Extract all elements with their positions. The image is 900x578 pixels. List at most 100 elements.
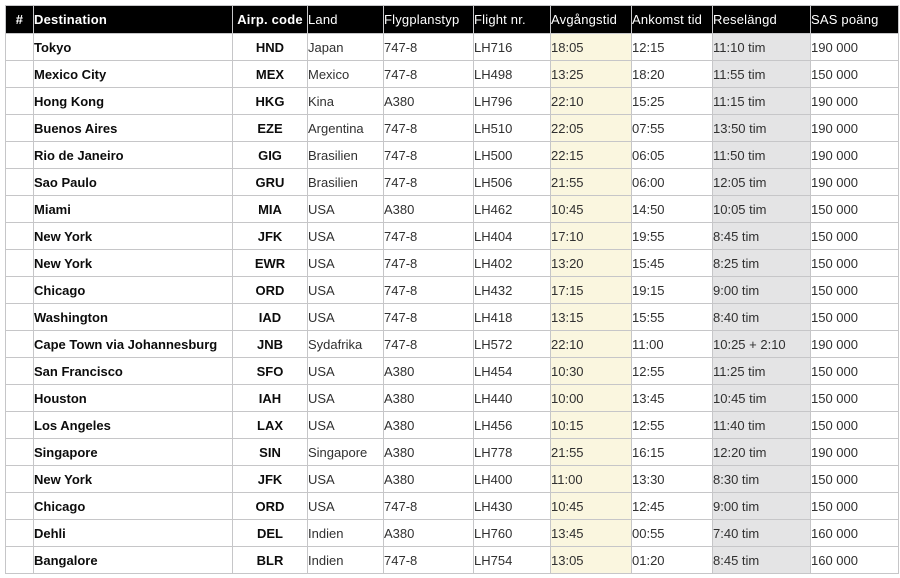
cell-sas-points: 190 000 [810, 87, 899, 115]
cell-airport-code: ORD [232, 492, 308, 520]
cell-arrival-time: 01:20 [631, 546, 713, 574]
cell-departure-time: 22:10 [550, 330, 632, 358]
cell-departure-time: 22:05 [550, 114, 632, 142]
cell-row-number [5, 195, 34, 223]
cell-aircraft-type: 747-8 [383, 33, 474, 61]
column-header-number: # [5, 5, 34, 34]
cell-arrival-time: 15:55 [631, 303, 713, 331]
cell-departure-time: 13:25 [550, 60, 632, 88]
cell-departure-time: 17:15 [550, 276, 632, 304]
cell-land: USA [307, 411, 384, 439]
cell-destination: Cape Town via Johannesburg [33, 330, 233, 358]
cell-sas-points: 150 000 [810, 357, 899, 385]
cell-aircraft-type: A380 [383, 411, 474, 439]
cell-airport-code: EZE [232, 114, 308, 142]
cell-land: USA [307, 465, 384, 493]
cell-sas-points: 150 000 [810, 465, 899, 493]
cell-row-number [5, 303, 34, 331]
table-row: Houston IAH USA A380 LH440 10:00 13:45 10:45 ti… [5, 384, 899, 412]
cell-arrival-time: 12:15 [631, 33, 713, 61]
cell-arrival-time: 12:45 [631, 492, 713, 520]
cell-flight-number: LH440 [473, 384, 551, 412]
cell-airport-code: EWR [232, 249, 308, 277]
cell-travel-duration: 10:45 tim [712, 384, 811, 412]
cell-aircraft-type: 747-8 [383, 303, 474, 331]
cell-destination: Sao Paulo [33, 168, 233, 196]
cell-land: USA [307, 303, 384, 331]
cell-airport-code: HKG [232, 87, 308, 115]
cell-row-number [5, 276, 34, 304]
cell-arrival-time: 19:55 [631, 222, 713, 250]
cell-sas-points: 150 000 [810, 411, 899, 439]
cell-airport-code: SFO [232, 357, 308, 385]
cell-travel-duration: 11:50 tim [712, 141, 811, 169]
cell-destination: Chicago [33, 492, 233, 520]
cell-sas-points: 190 000 [810, 330, 899, 358]
cell-sas-points: 190 000 [810, 438, 899, 466]
cell-flight-number: LH456 [473, 411, 551, 439]
cell-aircraft-type: 747-8 [383, 492, 474, 520]
cell-arrival-time: 15:45 [631, 249, 713, 277]
column-header-airport-code: Airp. code [232, 5, 308, 34]
table-row: Los Angeles LAX USA A380 LH456 10:15 12:55 11:4… [5, 411, 899, 439]
column-header-arrival-time: Ankomst tid [631, 5, 713, 34]
cell-departure-time: 13:20 [550, 249, 632, 277]
cell-flight-number: LH400 [473, 465, 551, 493]
cell-land: USA [307, 276, 384, 304]
cell-flight-number: LH760 [473, 519, 551, 547]
cell-arrival-time: 12:55 [631, 411, 713, 439]
cell-travel-duration: 11:15 tim [712, 87, 811, 115]
cell-sas-points: 150 000 [810, 276, 899, 304]
cell-travel-duration: 9:00 tim [712, 276, 811, 304]
column-header-travel-duration: Reselängd [712, 5, 811, 34]
cell-land: Sydafrika [307, 330, 384, 358]
cell-airport-code: LAX [232, 411, 308, 439]
cell-destination: Washington [33, 303, 233, 331]
cell-row-number [5, 384, 34, 412]
cell-flight-number: LH506 [473, 168, 551, 196]
cell-land: Brasilien [307, 168, 384, 196]
cell-arrival-time: 19:15 [631, 276, 713, 304]
cell-departure-time: 21:55 [550, 168, 632, 196]
cell-travel-duration: 8:25 tim [712, 249, 811, 277]
cell-destination: New York [33, 222, 233, 250]
cell-row-number [5, 141, 34, 169]
cell-arrival-time: 11:00 [631, 330, 713, 358]
cell-land: Brasilien [307, 141, 384, 169]
cell-arrival-time: 14:50 [631, 195, 713, 223]
cell-land: Mexico [307, 60, 384, 88]
cell-aircraft-type: A380 [383, 357, 474, 385]
cell-sas-points: 150 000 [810, 195, 899, 223]
cell-land: USA [307, 249, 384, 277]
cell-travel-duration: 10:05 tim [712, 195, 811, 223]
cell-departure-time: 10:15 [550, 411, 632, 439]
cell-row-number [5, 249, 34, 277]
cell-arrival-time: 12:55 [631, 357, 713, 385]
cell-airport-code: HND [232, 33, 308, 61]
cell-row-number [5, 60, 34, 88]
cell-aircraft-type: A380 [383, 87, 474, 115]
cell-land: Indien [307, 546, 384, 574]
cell-flight-number: LH462 [473, 195, 551, 223]
cell-sas-points: 190 000 [810, 168, 899, 196]
cell-airport-code: JFK [232, 465, 308, 493]
cell-row-number [5, 438, 34, 466]
cell-departure-time: 10:30 [550, 357, 632, 385]
table-row: Tokyo HND Japan 747-8 LH716 18:05 12:15 11:10 t… [5, 33, 899, 61]
cell-airport-code: GRU [232, 168, 308, 196]
cell-arrival-time: 15:25 [631, 87, 713, 115]
cell-airport-code: MEX [232, 60, 308, 88]
cell-flight-number: LH418 [473, 303, 551, 331]
table-row: Miami MIA USA A380 LH462 10:45 14:50 10:05 tim 1… [5, 195, 899, 223]
table-row: San Francisco SFO USA A380 LH454 10:30 12:55 11… [5, 357, 899, 385]
cell-arrival-time: 18:20 [631, 60, 713, 88]
cell-land: Kina [307, 87, 384, 115]
cell-aircraft-type: 747-8 [383, 114, 474, 142]
table-row: New York EWR USA 747-8 LH402 13:20 15:45 8:25 t… [5, 249, 899, 277]
table-body: Tokyo HND Japan 747-8 LH716 18:05 12:15 11:10 t… [5, 33, 899, 574]
cell-land: Singapore [307, 438, 384, 466]
table-row: New York JFK USA A380 LH400 11:00 13:30 8:30 ti… [5, 465, 899, 493]
column-header-departure-time: Avgångstid [550, 5, 632, 34]
cell-row-number [5, 33, 34, 61]
cell-flight-number: LH498 [473, 60, 551, 88]
